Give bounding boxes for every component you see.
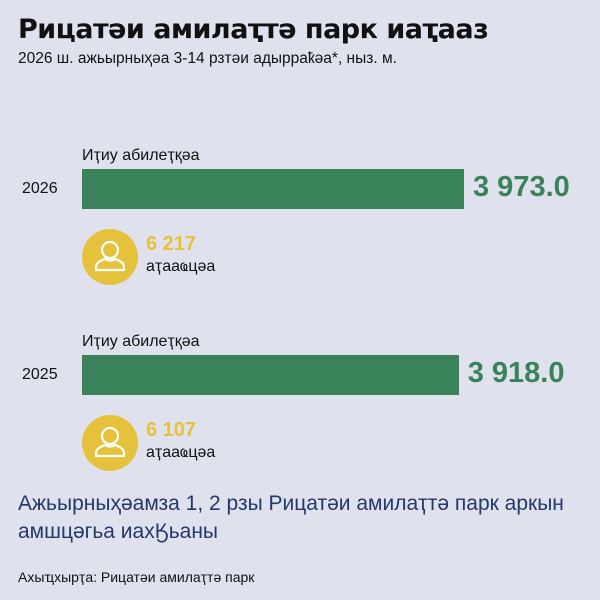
visitor-count: 6 107 [146, 419, 197, 441]
chart-subtitle: 2026 ш. ажьырныҳәа 3-14 рзтәи адырраҟәа*… [18, 50, 397, 67]
series-label: Иҭиу абилеҭқәа [82, 333, 200, 350]
value-label: 3 973.0 [473, 171, 570, 203]
visitor-label: аҭааҩцәа [146, 258, 216, 275]
note-text: Ажьырныҳәамза 1, 2 рзы Рицатәи амилаҭтә … [18, 492, 564, 543]
bar [82, 355, 459, 395]
year-label: 2025 [22, 366, 58, 383]
visitor-count: 6 217 [146, 233, 197, 255]
person-icon [82, 415, 138, 471]
series-label: Иҭиу абилеҭқәа [82, 147, 200, 164]
person-icon [82, 229, 138, 285]
bar [82, 169, 464, 209]
value-label: 3 918.0 [467, 357, 565, 389]
source-text: Ахыҵхырҭа: Рицатәи амилаҭтә парк [18, 569, 255, 585]
year-label: 2026 [22, 180, 58, 197]
visitor-label: аҭааҩцәа [146, 444, 216, 461]
chart-title: Рицатәи амилаҭтә парк иаҭааз [18, 14, 489, 45]
